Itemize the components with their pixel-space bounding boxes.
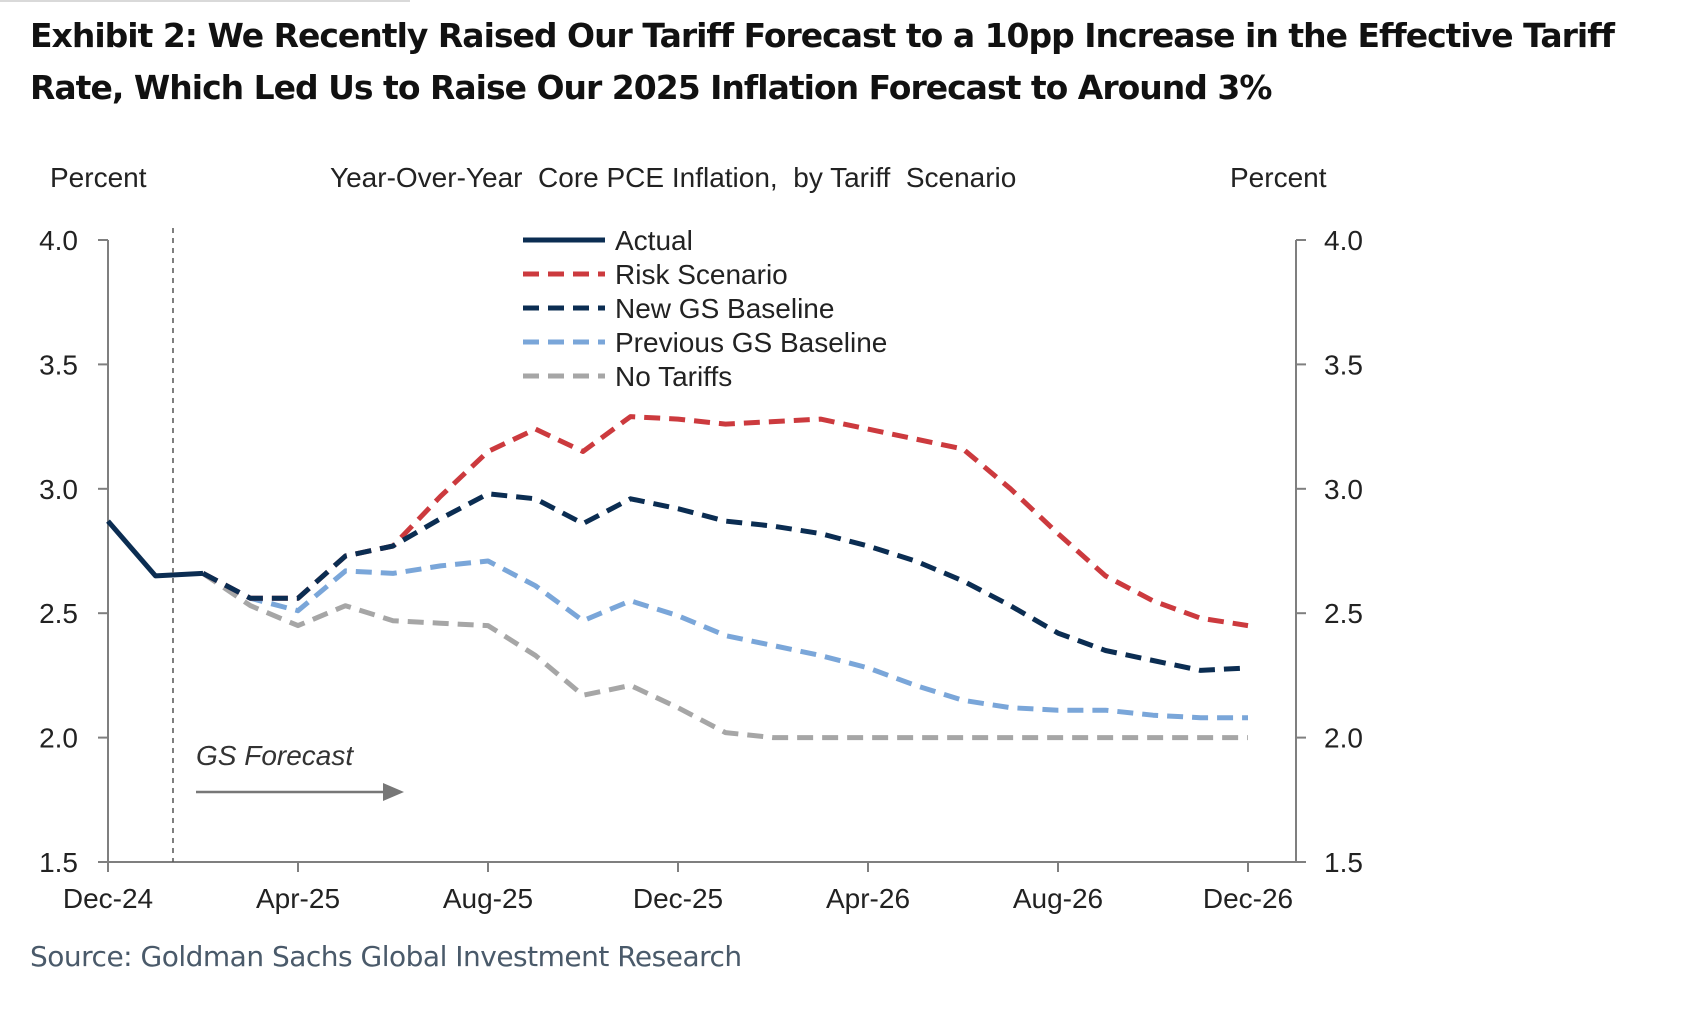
y-tick-label-right: 4.0: [1324, 225, 1363, 256]
forecast-arrow-head: [383, 783, 404, 801]
series-line-no-tariffs: [201, 571, 1248, 741]
series-line-actual: [106, 519, 204, 579]
series-line-new-gs-baseline: [201, 491, 1249, 673]
x-tick-label: Dec-26: [1203, 883, 1293, 914]
top-rule: [0, 0, 410, 2]
series-line-risk-scenario: [201, 414, 1249, 629]
forecast-annotation-label: GS Forecast: [196, 740, 354, 771]
legend-label: New GS Baseline: [615, 293, 834, 324]
y-tick-label-left: 2.0: [39, 723, 78, 754]
y-tick-label-left: 3.5: [39, 349, 78, 380]
y-tick-label-right: 1.5: [1324, 847, 1363, 878]
series-line-previous-gs-baseline: [201, 558, 1248, 721]
exhibit-title: Exhibit 2: We Recently Raised Our Tariff…: [30, 16, 1615, 107]
x-tick-label: Aug-25: [443, 883, 533, 914]
series-layer: [106, 414, 1249, 741]
y-tick-label-right: 3.5: [1324, 349, 1363, 380]
y-tick-label-left: 3.0: [39, 474, 78, 505]
right-axis-unit-label: Percent: [1230, 162, 1327, 193]
y-tick-label-left: 4.0: [39, 225, 78, 256]
x-tick-label: Apr-26: [826, 883, 910, 914]
chart-title: Year-Over-Year Core PCE Inflation, by Ta…: [330, 162, 1016, 193]
source-note: Source: Goldman Sachs Global Investment …: [30, 940, 742, 973]
y-tick-label-left: 2.5: [39, 598, 78, 629]
x-tick-label: Dec-25: [633, 883, 723, 914]
legend-label: No Tariffs: [615, 361, 732, 392]
y-tick-label-right: 2.0: [1324, 723, 1363, 754]
axes: 4.0 4.0 3.5 3.5 3.0 3.0 2.5 2.5 2.0 2.0 1.5 1.5 Dec-…: [39, 225, 1363, 914]
legend-label: Actual: [615, 225, 693, 256]
forecast-annotation: GS Forecast: [172, 228, 404, 862]
legend-label: Previous GS Baseline: [615, 327, 887, 358]
y-tick-label-left: 1.5: [39, 847, 78, 878]
y-tick-label-right: 3.0: [1324, 474, 1363, 505]
x-tick-label: Dec-24: [63, 883, 153, 914]
legend-label: Risk Scenario: [615, 259, 788, 290]
y-tick-label-right: 2.5: [1324, 598, 1363, 629]
x-tick-label: Aug-26: [1013, 883, 1103, 914]
left-axis-unit-label: Percent: [50, 162, 147, 193]
x-tick-label: Apr-25: [256, 883, 340, 914]
